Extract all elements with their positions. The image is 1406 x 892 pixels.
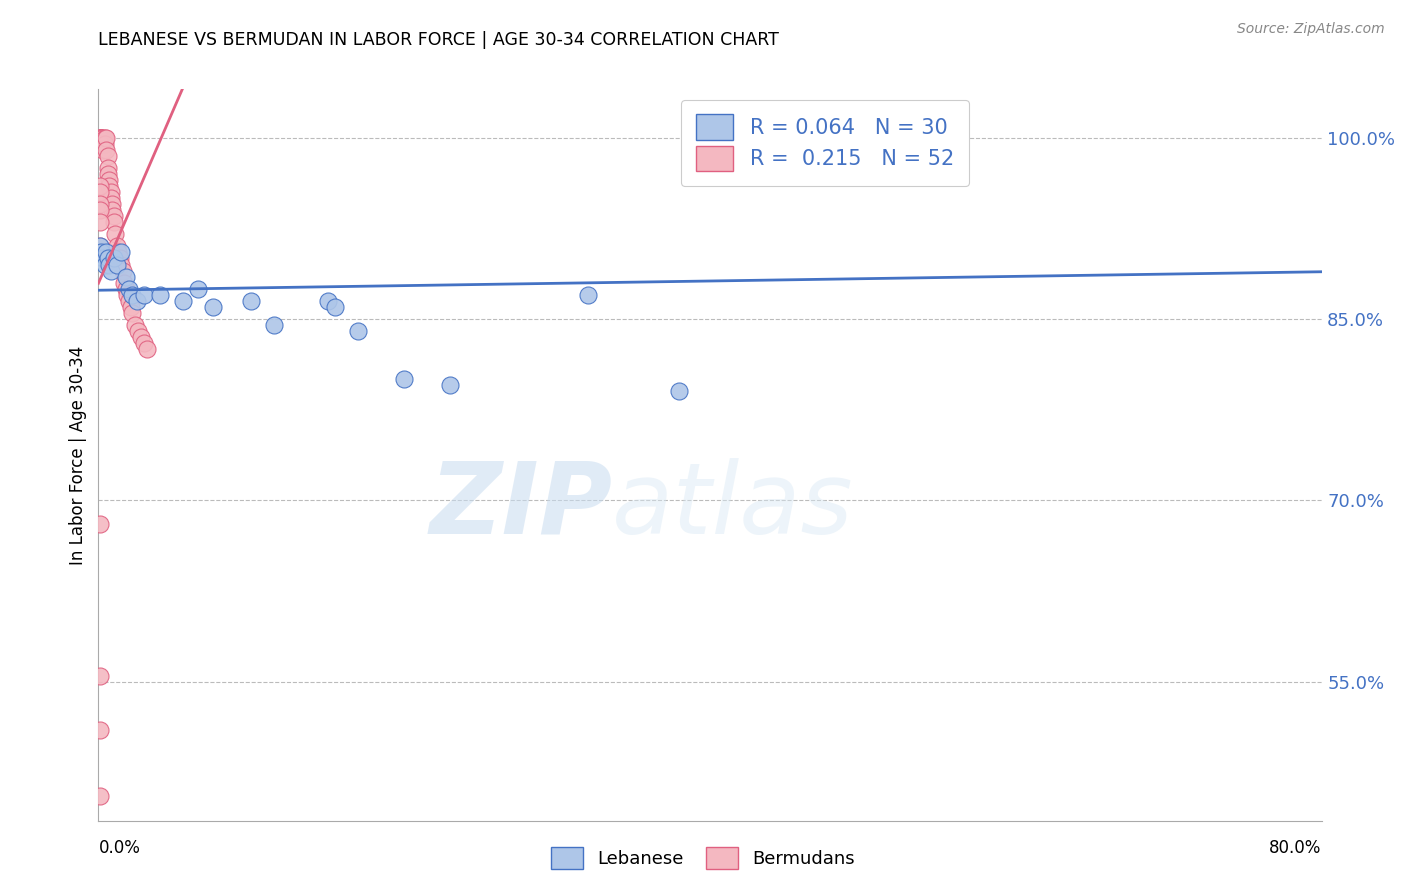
Text: atlas: atlas — [612, 458, 853, 555]
Point — [93, 258, 115, 272]
Point — [112, 276, 135, 290]
Point — [100, 191, 122, 205]
Point — [89, 723, 111, 737]
Point — [943, 130, 966, 145]
Text: Source: ZipAtlas.com: Source: ZipAtlas.com — [1237, 22, 1385, 37]
Point — [98, 178, 121, 193]
Point — [90, 130, 112, 145]
Point — [202, 300, 225, 314]
Point — [325, 300, 347, 314]
Point — [347, 324, 370, 338]
Point — [121, 306, 143, 320]
Point — [103, 215, 125, 229]
Point — [105, 258, 128, 272]
Point — [101, 203, 124, 218]
Point — [117, 287, 139, 301]
Point — [91, 252, 114, 266]
Y-axis label: In Labor Force | Age 30-34: In Labor Force | Age 30-34 — [69, 345, 87, 565]
Point — [89, 517, 111, 532]
Point — [101, 197, 124, 211]
Point — [90, 136, 112, 151]
Point — [89, 130, 111, 145]
Point — [134, 336, 156, 351]
Point — [576, 287, 599, 301]
Point — [89, 239, 111, 253]
Point — [127, 324, 149, 338]
Text: LEBANESE VS BERMUDAN IN LABOR FORCE | AGE 30-34 CORRELATION CHART: LEBANESE VS BERMUDAN IN LABOR FORCE | AG… — [98, 31, 779, 49]
Point — [97, 161, 120, 175]
Point — [89, 178, 111, 193]
Point — [97, 149, 120, 163]
Point — [120, 300, 142, 314]
Point — [118, 293, 141, 308]
Text: 80.0%: 80.0% — [1270, 838, 1322, 857]
Text: ZIP: ZIP — [429, 458, 612, 555]
Point — [94, 143, 117, 157]
Point — [104, 227, 127, 242]
Point — [134, 287, 156, 301]
Point — [110, 245, 132, 260]
Point — [97, 252, 120, 266]
Point — [89, 203, 111, 218]
Point — [115, 269, 138, 284]
Point — [129, 330, 152, 344]
Text: 0.0%: 0.0% — [98, 838, 141, 857]
Point — [439, 378, 461, 392]
Point — [97, 167, 120, 181]
Point — [98, 258, 121, 272]
Point — [263, 318, 285, 332]
Point — [111, 263, 134, 277]
Point — [103, 209, 125, 223]
Point — [392, 372, 416, 386]
Point — [118, 282, 141, 296]
Point — [187, 282, 209, 296]
Point — [115, 282, 138, 296]
Point — [121, 287, 143, 301]
Point — [105, 239, 128, 253]
Point — [93, 136, 115, 151]
Point — [98, 173, 121, 187]
Point — [89, 130, 111, 145]
Point — [100, 263, 122, 277]
Point — [89, 789, 111, 804]
Point — [94, 130, 117, 145]
Point — [89, 668, 111, 682]
Point — [90, 245, 112, 260]
Point — [93, 130, 115, 145]
Point — [124, 318, 146, 332]
Point — [90, 130, 112, 145]
Point — [125, 293, 148, 308]
Point — [94, 245, 117, 260]
Legend: Lebanese, Bermudans: Lebanese, Bermudans — [541, 838, 865, 879]
Point — [91, 136, 114, 151]
Point — [316, 293, 339, 308]
Legend: R = 0.064   N = 30, R =  0.215   N = 52: R = 0.064 N = 30, R = 0.215 N = 52 — [681, 100, 969, 186]
Point — [89, 130, 111, 145]
Point — [91, 143, 114, 157]
Point — [89, 197, 111, 211]
Point — [108, 252, 131, 266]
Point — [136, 342, 159, 356]
Point — [90, 130, 112, 145]
Point — [172, 293, 194, 308]
Point — [110, 258, 132, 272]
Point — [89, 239, 111, 253]
Point — [103, 252, 125, 266]
Point — [100, 185, 122, 199]
Point — [240, 293, 263, 308]
Point — [89, 185, 111, 199]
Point — [91, 130, 114, 145]
Point — [89, 215, 111, 229]
Point — [107, 245, 129, 260]
Point — [668, 384, 690, 399]
Point — [149, 287, 172, 301]
